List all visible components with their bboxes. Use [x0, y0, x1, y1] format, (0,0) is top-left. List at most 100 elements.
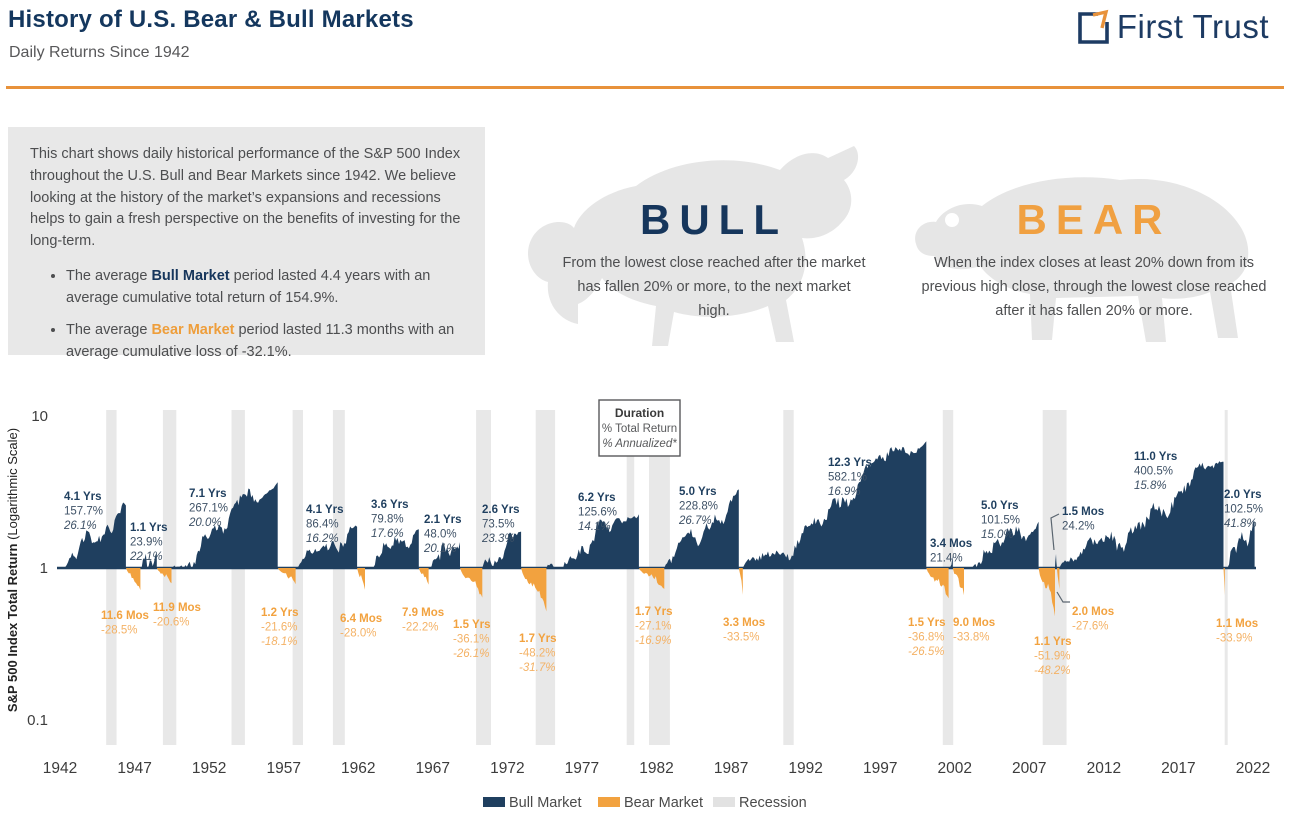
bear-annotation: 11.9 Mos -20.6% — [153, 602, 201, 629]
bear-market-area — [125, 568, 141, 591]
bull-annotation: 6.2 Yrs 125.6% 14.1% — [578, 492, 617, 533]
recession-band — [332, 410, 345, 745]
recession-band — [476, 410, 491, 745]
page-title: History of U.S. Bear & Bull Markets — [8, 6, 414, 33]
x-tick-label: 2022 — [1236, 760, 1270, 777]
bear-market-area — [1056, 568, 1060, 590]
x-tick-label: 1987 — [714, 760, 748, 777]
bear-annotation: 1.5 Yrs -36.8% -26.5% — [908, 617, 946, 658]
x-tick-label: 1997 — [863, 760, 897, 777]
bull-market-area — [1055, 553, 1057, 568]
bear-market-term: Bear Market — [151, 322, 235, 339]
info-bullet-bear: The average Bear Market period lasted 11… — [66, 320, 463, 364]
bull-card-description: From the lowest close reached after the … — [562, 255, 866, 319]
legend-swatch — [483, 797, 505, 807]
x-tick-label: 1982 — [639, 760, 673, 777]
info-bullets: The average Bull Market period lasted 4.… — [30, 266, 463, 364]
bear-market-area — [521, 568, 547, 612]
y-axis: 10 1 0.1 S&P 500 Index Total Return (Logari… — [5, 408, 48, 729]
bear-definition-card: BEAR When the index closes at least 20% … — [900, 128, 1288, 378]
page-subtitle: Daily Returns Since 1942 — [9, 44, 190, 61]
bear-annotation: 1.7 Yrs -48.2% -31.7% — [519, 633, 557, 674]
x-tick-label: 1967 — [416, 760, 450, 777]
x-tick-label: 1962 — [341, 760, 375, 777]
bull-annotation: 12.3 Yrs 582.1% 16.9% — [828, 457, 872, 498]
bull-market-area — [964, 521, 1039, 568]
bull-annotation: 1.1 Yrs 23.9% 22.1% — [129, 522, 168, 563]
bear-annotation: 1.2 Yrs -21.6% -18.1% — [261, 607, 299, 648]
legend-label: Bull Market — [509, 795, 582, 811]
x-tick-label: 1972 — [490, 760, 524, 777]
bull-market-area — [546, 514, 639, 568]
bull-market-area — [171, 482, 278, 568]
info-paragraph: This chart shows daily historical perfor… — [30, 146, 461, 249]
bear-market-area — [926, 568, 949, 599]
info-box: This chart shows daily historical perfor… — [8, 127, 485, 360]
x-tick-label: 1947 — [117, 760, 151, 777]
duration-box-line1: Duration — [615, 406, 664, 420]
recession-band — [626, 410, 635, 745]
bear-annotation: 1.1 Yrs -51.9% -48.2% — [1034, 636, 1072, 677]
first-trust-logo-text: First Trust — [1116, 8, 1269, 45]
x-tick-label: 2007 — [1012, 760, 1046, 777]
recession-band — [231, 410, 245, 745]
recession-band — [783, 410, 794, 745]
x-tick-label: 1977 — [565, 760, 599, 777]
bull-annotation: 5.0 Yrs 101.5% 15.0% — [981, 500, 1020, 541]
bull-market-area — [140, 553, 157, 568]
duration-box-line3: % Annualized* — [602, 438, 677, 450]
market-segments — [63, 441, 1255, 617]
bear-annotation: 1.1 Mos -33.9% — [1216, 618, 1258, 645]
annotation-pointer — [1050, 513, 1060, 551]
y-tick-label: 0.1 — [27, 712, 48, 729]
bear-annotation: 6.4 Mos -28.0% — [340, 613, 382, 640]
bear-market-area — [952, 568, 964, 596]
recession-band — [106, 410, 117, 745]
bull-market-area — [482, 531, 522, 568]
x-tick-label: 2017 — [1161, 760, 1195, 777]
bear-annotation: 1.5 Yrs -36.1% -26.1% — [453, 619, 491, 660]
bear-market-area — [156, 568, 172, 584]
legend-swatch — [598, 797, 620, 807]
chart-legend: Bull Market Bear Market Recession — [483, 795, 807, 811]
bear-market-area — [418, 568, 429, 585]
bear-annotation: 9.0 Mos -33.8% — [953, 617, 995, 644]
x-tick-label: 1952 — [192, 760, 226, 777]
annotation-pointer — [1056, 591, 1070, 603]
bear-annotation: 3.3 Mos -33.5% — [723, 617, 765, 644]
duration-box-line2: % Total Return — [602, 423, 677, 435]
bull-market-area — [1224, 521, 1255, 568]
bear-card-description: When the index closes at least 20% down … — [921, 255, 1267, 319]
x-tick-label: 1992 — [788, 760, 822, 777]
bear-annotation: 7.9 Mos -22.2% — [402, 607, 444, 634]
bull-annotation: 5.0 Yrs 228.8% 26.7% — [678, 486, 718, 527]
bull-definition-card: BULL From the lowest close reached after… — [518, 128, 910, 378]
bull-market-area — [428, 542, 460, 568]
bear-market-area — [357, 568, 365, 590]
recession-band — [1224, 410, 1228, 745]
bull-market-area — [63, 502, 126, 568]
bull-annotation: 2.1 Yrs 48.0% 20.1% — [423, 514, 462, 555]
x-tick-label: 1942 — [43, 760, 77, 777]
bull-annotation: 7.1 Yrs 267.1% 20.0% — [188, 488, 228, 529]
x-axis: 1942 1947 1952 1957 1962 1967 1972 1977 1982 1987… — [43, 760, 1270, 777]
bull-card-title: BULL — [640, 196, 788, 243]
duration-legend-box: Duration % Total Return % Annualized* — [598, 399, 681, 457]
bull-market-term: Bull Market — [151, 267, 230, 284]
bull-annotation: 3.6 Yrs 79.8% 17.6% — [371, 499, 409, 540]
bull-annotation: 4.1 Yrs 157.7% 26.1% — [63, 491, 103, 532]
y-axis-title: S&P 500 Index Total Return (Logarithmic … — [5, 428, 20, 712]
bear-market-area — [738, 568, 743, 595]
bear-market-area — [1038, 568, 1055, 617]
first-trust-logo-icon — [1078, 9, 1109, 44]
legend-label: Recession — [739, 795, 807, 811]
x-tick-label: 2012 — [1087, 760, 1121, 777]
bear-market-area — [1223, 568, 1225, 596]
bear-annotation: 11.6 Mos -28.5% — [101, 610, 149, 637]
x-tick-label: 2002 — [938, 760, 972, 777]
bull-annotation: 11.0 Yrs 400.5% 15.8% — [1134, 451, 1177, 492]
bull-annotation: 2.0 Yrs 102.5% 41.8% — [1224, 489, 1263, 530]
y-tick-label: 10 — [31, 408, 48, 425]
